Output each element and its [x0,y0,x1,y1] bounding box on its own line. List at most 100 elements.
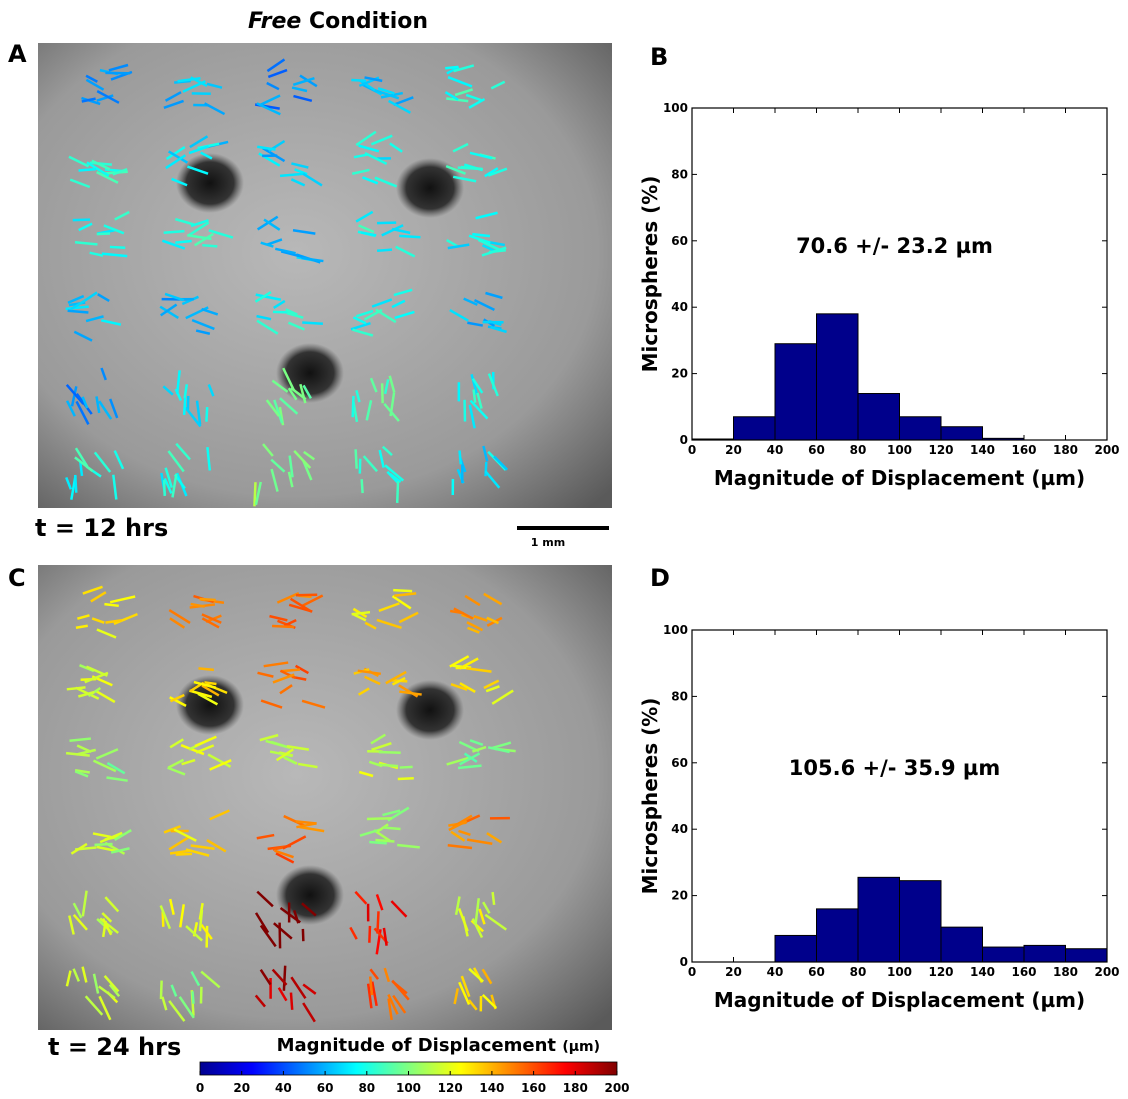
y-tick-label: 0 [680,433,688,447]
displacement-arrow [493,892,495,905]
displacement-arrow [379,752,401,753]
displacement-arrow [377,250,392,251]
microscopy-image [38,565,612,1030]
displacement-arrow [362,479,363,493]
histogram-bar [775,935,817,962]
displacement-arrow [206,407,207,422]
colorbar-label: Magnitude of Displacement (µm) [277,1035,600,1056]
displacement-arrow [382,383,383,403]
cell-cluster [276,865,344,925]
displacement-arrow [397,481,398,503]
displacement-arrow [199,599,215,600]
x-tick-label: 100 [887,443,912,457]
displacement-arrow [97,233,110,234]
histogram-bar [941,427,983,440]
displacement-arrow [383,827,400,829]
colorbar-tick-label: 20 [233,1081,250,1095]
displacement-arrow [399,236,420,237]
colorbar-tick-label: 180 [563,1081,588,1095]
displacement-arrow [184,398,185,415]
title-italic: Free [248,9,301,34]
displacement-arrow [94,844,112,845]
displacement-arrow [367,818,392,819]
y-tick-label: 60 [671,756,688,770]
histogram-bar [858,394,900,440]
panel-letter: B [650,43,668,71]
x-tick-label: 60 [808,965,825,979]
y-tick-label: 0 [680,955,688,969]
x-axis-label: Magnitude of Displacement (µm) [714,988,1085,1012]
x-tick-label: 160 [1011,443,1036,457]
displacement-arrow [175,241,191,243]
x-tick-label: 40 [767,965,784,979]
histogram-bar [983,947,1025,962]
x-tick-label: 140 [970,965,995,979]
y-tick-label: 20 [671,889,688,903]
displacement-arrow [377,765,398,767]
displacement-arrow [272,626,294,627]
y-tick-label: 20 [671,367,688,381]
histogram-bar [1024,945,1066,962]
x-tick-label: 0 [688,965,696,979]
y-tick-label: 100 [663,101,688,115]
displacement-arrow [105,169,122,170]
panel-letter: A [8,40,27,68]
displacement-arrow [296,595,317,596]
displacement-arrow [445,67,458,68]
x-tick-label: 100 [887,965,912,979]
displacement-arrow [164,480,165,496]
displacement-arrow [460,450,461,464]
displacement-arrow [204,682,216,684]
x-axis-label: Magnitude of Displacement (µm) [714,466,1085,490]
displacement-arrow [398,778,414,779]
colorbar-title: Magnitude of Displacement [277,1035,557,1056]
displacement-arrow [198,668,213,670]
displacement-arrow [79,169,96,170]
displacement-arrow [353,396,354,417]
annotation: 70.6 +/- 23.2 µm [796,234,993,258]
x-tick-label: 200 [1094,443,1119,457]
x-tick-label: 180 [1053,443,1078,457]
x-tick-label: 60 [808,443,825,457]
displacement-arrow [284,966,285,991]
histogram-bar [734,417,776,440]
displacement-arrow [291,993,292,1010]
displacement-arrow [400,767,413,768]
displacement-arrow [369,926,370,943]
displacement-arrow [164,231,185,233]
colorbar-tick-label: 140 [479,1081,504,1095]
x-tick-label: 120 [928,443,953,457]
colorbar-tick-label: 80 [358,1081,375,1095]
displacement-arrow [75,475,76,493]
histogram-bar [858,877,900,962]
time-label: t = 24 hrs [48,1033,181,1061]
colorbar-tick-label: 0 [196,1081,204,1095]
title-rest: Condition [309,9,428,34]
y-axis-label: Microspheres (%) [638,176,662,373]
plot-frame [692,108,1107,440]
displacement-arrow [302,322,323,323]
colorbar-tick-label: 60 [317,1081,334,1095]
histogram-bar [900,417,942,440]
displacement-arrow [474,390,476,403]
displacement-arrow [110,247,125,248]
x-tick-label: 180 [1053,965,1078,979]
panel-letter: C [8,564,26,592]
y-tick-label: 80 [671,167,688,181]
y-tick-label: 60 [671,234,688,248]
time-label: t = 12 hrs [35,514,168,542]
x-tick-label: 140 [970,443,995,457]
histogram-bar [817,909,859,962]
y-axis-label: Microspheres (%) [638,698,662,895]
colorbar-tick-label: 120 [438,1081,463,1095]
colorbar-tick-label: 160 [521,1081,546,1095]
histogram-bar [1066,949,1108,962]
x-tick-label: 20 [725,965,742,979]
displacement-arrow [161,981,162,1000]
x-tick-label: 200 [1094,965,1119,979]
x-tick-label: 160 [1011,965,1036,979]
x-tick-label: 80 [850,965,867,979]
displacement-arrow [369,842,387,843]
displacement-arrow [202,245,217,246]
